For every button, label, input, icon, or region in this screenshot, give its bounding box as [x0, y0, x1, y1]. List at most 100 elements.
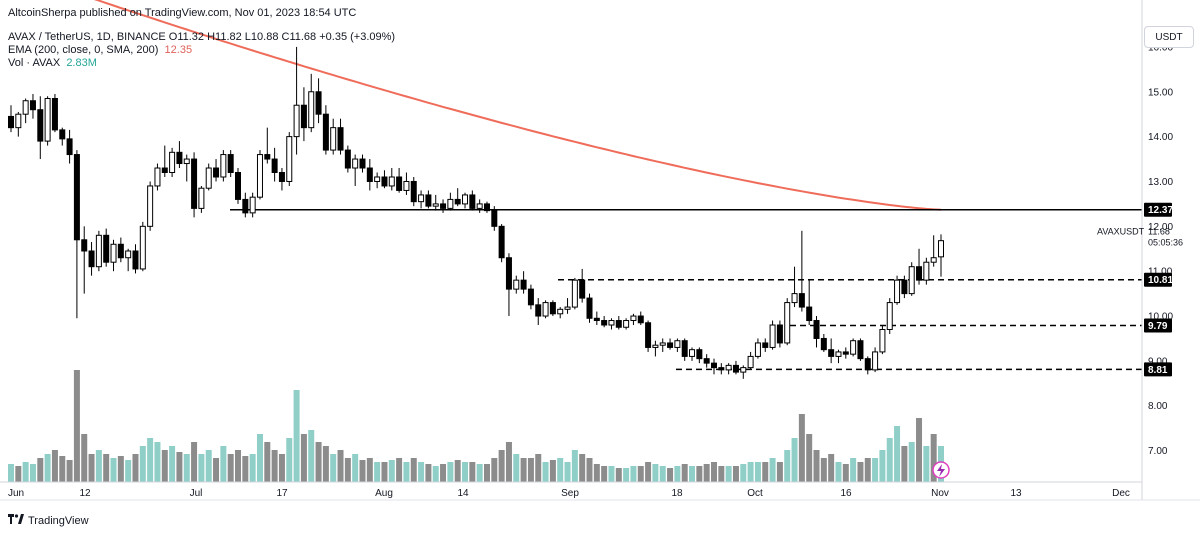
tradingview-brand[interactable]: TradingView [8, 514, 89, 527]
candle-body [549, 302, 556, 315]
candle-body [29, 100, 36, 111]
candle-body [176, 151, 183, 165]
volume-bar [300, 434, 307, 482]
candle-body [564, 306, 571, 310]
volume-bar [535, 454, 542, 482]
volume-bar [308, 430, 315, 482]
price-level-tag [1144, 202, 1172, 217]
candle-body [132, 250, 139, 270]
candle-body [593, 317, 600, 322]
price-level-tag [1144, 318, 1172, 333]
volume-bar [762, 462, 769, 482]
candle-body [491, 210, 498, 227]
candle-body [183, 158, 190, 165]
candle-body [366, 167, 373, 182]
volume-bar [557, 458, 564, 482]
candle-body [125, 250, 132, 259]
price-levels-layer [230, 208, 1142, 371]
volume-bar [278, 454, 285, 482]
candle-body [923, 261, 930, 281]
volume-bar [95, 450, 102, 482]
volume-bar [930, 434, 937, 482]
price-tick-label: 10.00 [1148, 312, 1173, 323]
candle-body [916, 266, 923, 281]
currency-button[interactable]: USDT [1144, 26, 1194, 48]
candle-body [15, 113, 22, 129]
volume-bar [183, 454, 190, 482]
volume-bar [703, 464, 710, 482]
tradingview-logo-icon [8, 514, 24, 527]
volume-bar [725, 466, 732, 482]
volume-bar [293, 390, 300, 482]
volume-bar [784, 450, 791, 482]
volume-bar [359, 460, 366, 482]
volume-bar [498, 450, 505, 482]
price-axis[interactable]: 7.00 8.00 9.00 10.00 11.00 12.00 13.00 14.00 15.… [0, 0, 1200, 501]
volume-bar [447, 462, 454, 482]
candle-body [754, 342, 761, 357]
candle-body [425, 194, 432, 207]
volume-bar [798, 414, 805, 482]
candle-body [374, 176, 381, 182]
volume-bar [659, 466, 666, 482]
candle-body [191, 158, 198, 209]
volume-bar [732, 466, 739, 482]
candle-body [894, 279, 901, 304]
price-tick-label: 12.00 [1148, 222, 1173, 233]
volume-bar [842, 464, 849, 482]
candle-body [73, 154, 80, 241]
candle-body [623, 320, 630, 328]
volume-bar [249, 454, 256, 482]
volume-bar [388, 460, 395, 482]
candle-body [710, 362, 717, 369]
published-line: AltcoinSherpa published on TradingView.c… [8, 7, 357, 19]
candle-body [147, 185, 154, 227]
volume-bar [923, 446, 930, 482]
volume-bar [154, 442, 161, 482]
volume-bar [103, 454, 110, 482]
candle-body [440, 203, 447, 209]
volume-bar [747, 462, 754, 482]
volume-bars-layer [8, 370, 944, 482]
candle-body [747, 355, 754, 369]
volume-bar [901, 446, 908, 482]
candle-body [37, 109, 44, 142]
time-tick-label: Dec [1112, 488, 1130, 499]
candle-body [740, 367, 747, 373]
candle-body [388, 176, 395, 187]
time-tick-label: 18 [671, 488, 683, 499]
ema-line-layer [93, 0, 942, 211]
time-tick-label: Oct [747, 488, 763, 499]
candle-body [725, 364, 732, 371]
volume-bar [139, 446, 146, 482]
candle-body [469, 194, 476, 209]
candle-body [535, 304, 542, 317]
volume-bar [73, 370, 80, 482]
candle-body [850, 340, 857, 355]
candle-body [615, 320, 622, 328]
last-price-value: 11.68 [1148, 227, 1170, 237]
candle-body [462, 194, 469, 205]
volume-bar [432, 466, 439, 482]
volume-bar [381, 462, 388, 482]
volume-bar [213, 458, 220, 482]
volume-bar [205, 450, 212, 482]
candle-body [249, 196, 256, 214]
volume-bar [330, 454, 337, 482]
flash-icon[interactable] [932, 461, 950, 479]
candle-body [930, 257, 937, 263]
time-tick-label: 16 [840, 488, 852, 499]
candle-body [608, 320, 615, 326]
time-axis[interactable]: Jun 12 Jul 17 Aug 14 Sep 18 Oct 16 Nov 13 Dec [8, 488, 1130, 499]
volume-bar [652, 464, 659, 482]
candle-body [103, 234, 110, 263]
candle-body [806, 306, 813, 322]
candle-body [630, 315, 637, 322]
time-tick-label: 17 [276, 488, 288, 499]
volume-bar [520, 458, 527, 482]
candle-body [703, 358, 710, 364]
candle-body [286, 136, 293, 182]
price-level-tag [1144, 272, 1172, 287]
volume-bar [29, 464, 36, 482]
